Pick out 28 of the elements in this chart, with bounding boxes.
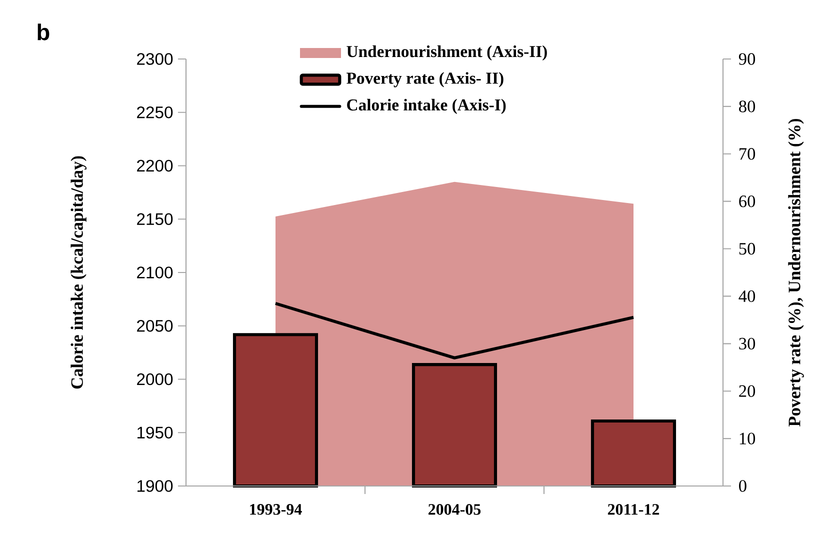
legend-label: Calorie intake (Axis-I) bbox=[347, 98, 506, 114]
y2-tick-label: 10 bbox=[740, 432, 756, 444]
y2-tick-label: 0 bbox=[739, 480, 746, 492]
y2-tick-label: 60 bbox=[739, 195, 756, 208]
y2-tick-label: 40 bbox=[738, 290, 756, 302]
legend-label: Poverty rate (Axis- II) bbox=[346, 72, 504, 88]
y2-tick-label: 70 bbox=[740, 148, 756, 160]
y2-tick-label: 30 bbox=[739, 338, 756, 350]
x-tick-label: 2011-12 bbox=[608, 504, 660, 515]
y2-tick-label: 50 bbox=[739, 242, 756, 255]
y-tick-label: 1900 bbox=[137, 480, 173, 492]
y-axis-title: Calorie intake (kcal/capita/day) bbox=[70, 156, 86, 389]
y-tick-label: 2100 bbox=[137, 266, 173, 278]
y-tick-label: 2200 bbox=[137, 160, 173, 172]
y2-tick-label: 80 bbox=[739, 100, 756, 112]
y2-tick-label: 90 bbox=[738, 53, 756, 65]
y2-axis-title: Poverty rate (%), Undernourishment (%) bbox=[788, 118, 804, 426]
text: b bbox=[38, 24, 50, 40]
y-tick-label: 2300 bbox=[137, 53, 173, 65]
y-tick-label: 2250 bbox=[137, 106, 173, 118]
x-tick-label: 1993-94 bbox=[250, 504, 302, 515]
y-tick-label: 2050 bbox=[137, 320, 173, 332]
y-tick-label: 1950 bbox=[137, 426, 173, 439]
x-tick-label: 2004-05 bbox=[428, 504, 481, 515]
y-tick-label: 2150 bbox=[137, 213, 173, 226]
y2-tick-label: 20 bbox=[739, 385, 756, 397]
legend-label: Undernourishment (Axis-II) bbox=[346, 45, 547, 61]
y-tick-label: 2000 bbox=[137, 373, 173, 386]
